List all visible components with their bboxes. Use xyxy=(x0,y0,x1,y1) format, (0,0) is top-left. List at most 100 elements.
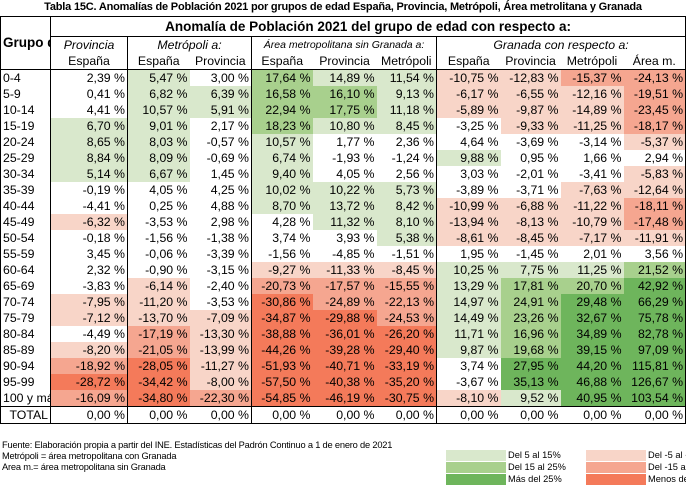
notes: Fuente: Elaboración propia a partir del … xyxy=(2,440,392,473)
legend-swatch xyxy=(586,474,646,485)
value-cell: 40,95 % xyxy=(560,390,624,407)
value-cell: 103,54 % xyxy=(623,390,686,407)
source-note: Fuente: Elaboración propia a partir del … xyxy=(2,440,393,450)
value-cell: -0,90 % xyxy=(145,263,188,277)
value-cell: -0,18 % xyxy=(50,230,128,246)
value-cell: -1,56 % xyxy=(268,247,311,261)
value-cell: 2,17 % xyxy=(189,118,252,134)
value-cell: 5,47 % xyxy=(127,69,190,86)
value-cell: 0,00 % xyxy=(312,406,377,424)
value-cell: 0,00 % xyxy=(623,406,686,424)
value-cell: 10,25 % xyxy=(436,262,501,278)
value-cell: -23,45 % xyxy=(623,102,686,118)
value-cell: -54,85 % xyxy=(251,390,313,407)
value-cell: -57,50 % xyxy=(251,374,313,390)
group-label: 45-49 xyxy=(0,214,51,230)
value-cell: 14,89 % xyxy=(312,69,377,86)
value-cell: -0,57 % xyxy=(189,134,252,150)
value-cell: 46,88 % xyxy=(560,374,624,390)
column-header: España xyxy=(251,53,313,70)
group-label: 95-99 xyxy=(0,374,51,390)
value-cell: 0,00 % xyxy=(436,406,501,424)
value-cell: 0,00 % xyxy=(560,406,624,424)
value-cell: 1,45 % xyxy=(189,166,252,182)
value-cell: 2,36 % xyxy=(376,134,437,150)
value-cell: 24,91 % xyxy=(500,294,561,310)
column-header: España xyxy=(50,53,128,70)
value-cell: 3,74 % xyxy=(272,231,311,245)
value-cell: -8,61 % xyxy=(436,230,501,246)
value-cell: 4,41 % xyxy=(50,102,128,118)
group-label: 90-94 xyxy=(0,358,51,374)
value-cell: -17,48 % xyxy=(623,214,686,230)
value-cell: 4,88 % xyxy=(189,198,252,214)
value-cell: -11,25 % xyxy=(560,118,624,134)
value-cell: 44,20 % xyxy=(560,358,624,374)
value-cell: -8,45 % xyxy=(376,262,437,278)
value-cell: 8,10 % xyxy=(376,214,437,230)
value-cell: 4,28 % xyxy=(272,215,311,229)
value-cell: 16,58 % xyxy=(251,86,313,102)
value-cell: -40,38 % xyxy=(312,374,377,390)
value-cell: 66,29 % xyxy=(623,294,686,310)
value-cell: -13,70 % xyxy=(127,310,190,326)
metropoli-note: Metrópoli = área metropolitana con Grana… xyxy=(2,451,177,461)
value-cell: 2,32 % xyxy=(50,262,128,278)
value-cell: -18,11 % xyxy=(623,198,686,214)
table-row: 100 y más-16,09 %-34,80 %-22,30 %-54,85 … xyxy=(0,390,686,407)
value-cell: -3,53 % xyxy=(189,294,252,310)
value-cell: 14,49 % xyxy=(436,310,501,326)
value-cell: -28,05 % xyxy=(127,358,190,374)
value-cell: 8,09 % xyxy=(127,150,190,166)
value-cell: 11,54 % xyxy=(376,69,437,86)
value-cell: 8,03 % xyxy=(127,134,190,150)
value-cell: -3,39 % xyxy=(189,246,252,262)
value-cell: 13,72 % xyxy=(312,198,377,214)
value-cell: -18,92 % xyxy=(50,358,128,374)
value-cell: 22,94 % xyxy=(251,102,313,118)
value-cell: -20,73 % xyxy=(251,278,313,294)
table-row: 0-4 2,39 % 5,47 % 3,00 % 17,64 % 14,89 % 11,54… xyxy=(0,69,686,86)
value-cell: 2,56 % xyxy=(376,166,437,182)
value-cell: -35,20 % xyxy=(376,374,437,390)
table-row: 35-39 -0,19 % 4,05 % 4,25 % 10,02 % 10,22 % 5,… xyxy=(0,182,686,198)
column-header: Provincia xyxy=(189,53,252,70)
value-cell: -19,51 % xyxy=(623,86,686,102)
value-cell: 3,45 % xyxy=(50,246,128,262)
legend-label: Menos de -25% xyxy=(648,474,686,484)
value-cell: 4,05 % xyxy=(336,167,375,181)
value-cell: 2,94 % xyxy=(623,150,686,166)
value-cell: -15,55 % xyxy=(376,278,437,294)
value-cell: -4,49 % xyxy=(50,326,128,342)
group-header: Grupo de edad xyxy=(0,16,51,70)
value-cell: -7,12 % xyxy=(50,310,128,326)
value-cell: -8,20 % xyxy=(50,342,128,358)
value-cell: -12,16 % xyxy=(560,86,624,102)
value-cell: 0,41 % xyxy=(50,86,128,102)
value-cell: 20,70 % xyxy=(560,278,624,294)
value-cell: -13,94 % xyxy=(436,214,501,230)
table-row: 95-99 -28,72 % -34,42 % -8,00 % -57,50 % -40,… xyxy=(0,374,686,390)
value-cell: 11,32 % xyxy=(312,214,377,230)
section-granada: Granada con respecto a: xyxy=(436,36,686,53)
group-label: 50-54 xyxy=(0,230,51,246)
value-cell: -36,01 % xyxy=(312,326,377,342)
value-cell: 23,26 % xyxy=(500,310,561,326)
value-cell: -3,53 % xyxy=(145,215,188,229)
value-cell: -1,24 % xyxy=(376,150,437,166)
value-cell: 4,05 % xyxy=(149,183,188,197)
value-cell: 82,78 % xyxy=(623,326,686,342)
table-row: 20-24 8,65 % 8,03 % -0,57 % 10,57 % 1,77 % 2,3… xyxy=(0,134,686,150)
value-cell: 18,23 % xyxy=(251,118,313,134)
value-cell: 1,95 % xyxy=(460,247,499,261)
value-cell: 35,13 % xyxy=(500,374,561,390)
value-cell: 0,25 % xyxy=(149,199,188,213)
value-cell: -0,69 % xyxy=(189,150,252,166)
value-cell: -3,89 % xyxy=(456,183,499,197)
value-cell: -34,80 % xyxy=(127,390,190,407)
group-label: 5-9 xyxy=(0,86,51,102)
value-cell: -46,19 % xyxy=(312,390,377,407)
value-cell: 1,77 % xyxy=(336,135,375,149)
value-cell: 0,00 % xyxy=(127,406,190,424)
value-cell: 9,87 % xyxy=(436,342,501,358)
